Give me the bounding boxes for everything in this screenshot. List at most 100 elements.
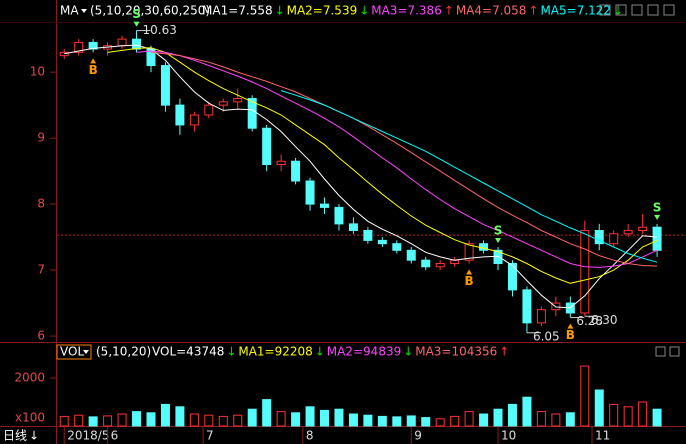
- volume-bar: [59, 415, 69, 427]
- x-tick-label: 11: [595, 429, 610, 443]
- buy-signal: B: [566, 328, 575, 342]
- candle-body: [320, 203, 330, 208]
- indicator-params: (5,10,20): [96, 345, 151, 359]
- icon[interactable]: [669, 346, 680, 357]
- volume-bar: [450, 415, 460, 427]
- candle-body: [59, 51, 69, 57]
- volume-bar: [204, 414, 214, 427]
- trend-arrow: ↑: [444, 4, 454, 18]
- volume-bar: [363, 414, 373, 427]
- dropdown-icon: [81, 9, 87, 13]
- ma-line: [107, 47, 658, 284]
- icon[interactable]: [615, 4, 627, 16]
- volume-bar: [507, 403, 517, 427]
- legend-entry: MA2=7.539: [287, 4, 358, 18]
- y-tick-label: 7: [37, 263, 45, 277]
- icon[interactable]: [663, 4, 675, 16]
- candle-body: [189, 114, 199, 126]
- volume-bar: [638, 401, 648, 427]
- trend-arrow: ↑: [528, 4, 538, 18]
- candle-body: [435, 262, 445, 268]
- sell-signal: S: [132, 7, 141, 21]
- legend-entry: MA5=7.122: [540, 4, 611, 18]
- volume-bar: [392, 416, 402, 427]
- legend-entry: MA4=7.058: [456, 4, 527, 18]
- y-tick-label: 6: [37, 329, 45, 343]
- volume-bar: [522, 396, 532, 427]
- icon[interactable]: [631, 4, 643, 16]
- volume-bar: [551, 413, 561, 427]
- candle-body: [363, 229, 373, 241]
- candle-body: [421, 259, 431, 268]
- candle-body: [276, 160, 286, 166]
- volume-bar: [334, 408, 344, 427]
- volume-bar: [464, 411, 474, 427]
- buy-arrow: [466, 269, 473, 275]
- icon[interactable]: [655, 346, 666, 357]
- dropdown-icon: [83, 350, 89, 354]
- candle-body: [392, 243, 402, 251]
- indicator-name: VOL: [60, 345, 84, 359]
- volume-bar: [117, 413, 127, 427]
- indicator-name: MA: [60, 4, 79, 18]
- volume-bar: [565, 412, 575, 427]
- legend-entry: MA2=94839: [327, 345, 401, 359]
- candle-body: [638, 226, 648, 231]
- x-tick-label: 2018/5: [67, 429, 109, 443]
- period-arrow: ↓: [29, 429, 39, 443]
- indicator-params: (5,10,20,30,60,250): [90, 4, 210, 18]
- volume-bar: [406, 415, 416, 427]
- volume-bar: [262, 399, 272, 427]
- volume-bar: [247, 408, 257, 427]
- icon[interactable]: [647, 4, 659, 16]
- volume-bar: [652, 408, 662, 427]
- icon[interactable]: [599, 4, 611, 16]
- ma-line: [136, 50, 658, 268]
- candle-body: [522, 289, 532, 324]
- trend-arrow: ↓: [275, 4, 285, 18]
- sell-signal: S: [653, 200, 662, 214]
- candle-body: [175, 104, 185, 126]
- candle-body: [117, 38, 127, 47]
- annotation: 10.63: [143, 23, 177, 37]
- legend-entry: MA1=92208: [238, 345, 312, 359]
- trend-arrow: ↑: [499, 345, 509, 359]
- period-label: 日线: [3, 429, 27, 443]
- candle-body: [291, 160, 301, 182]
- x-tick-label: 8: [306, 429, 314, 443]
- candle-body: [652, 226, 662, 251]
- volume-bar: [594, 389, 604, 427]
- trend-arrow: ↓: [315, 345, 325, 359]
- volume-bar: [580, 365, 590, 427]
- candle-body: [218, 101, 228, 106]
- legend-entry: VOL=43748: [152, 345, 224, 359]
- legend-entry: MA3=104356: [415, 345, 497, 359]
- sell-arrow: [133, 21, 140, 27]
- trend-arrow: ↓: [226, 345, 236, 359]
- candle-body: [74, 41, 84, 53]
- y-tick-label: 10: [30, 65, 45, 79]
- x-tick-label: 9: [414, 429, 422, 443]
- candle-body: [262, 127, 272, 166]
- ma-line: [280, 90, 658, 263]
- candle-body: [334, 206, 344, 225]
- legend-entry: MA1=7.558: [202, 4, 273, 18]
- annotation: 6.28: [576, 314, 603, 328]
- candle-body: [580, 229, 590, 314]
- candle-body: [464, 243, 474, 261]
- candle-body: [233, 98, 243, 103]
- buy-arrow: [567, 323, 574, 329]
- volume-bar: [435, 418, 445, 427]
- y-tick-label: 9: [37, 131, 45, 145]
- volume-bar: [493, 408, 503, 427]
- toolbar-icons[interactable]: [599, 4, 680, 357]
- buy-arrow: [90, 58, 97, 64]
- annotation: 6.05: [533, 329, 560, 343]
- trend-arrow: ↓: [359, 4, 369, 18]
- trend-arrow: ↓: [613, 4, 623, 18]
- trend-arrow: ↓: [403, 345, 413, 359]
- candle-body: [609, 233, 619, 245]
- volume-bar: [348, 413, 358, 427]
- volume-bar: [536, 411, 546, 427]
